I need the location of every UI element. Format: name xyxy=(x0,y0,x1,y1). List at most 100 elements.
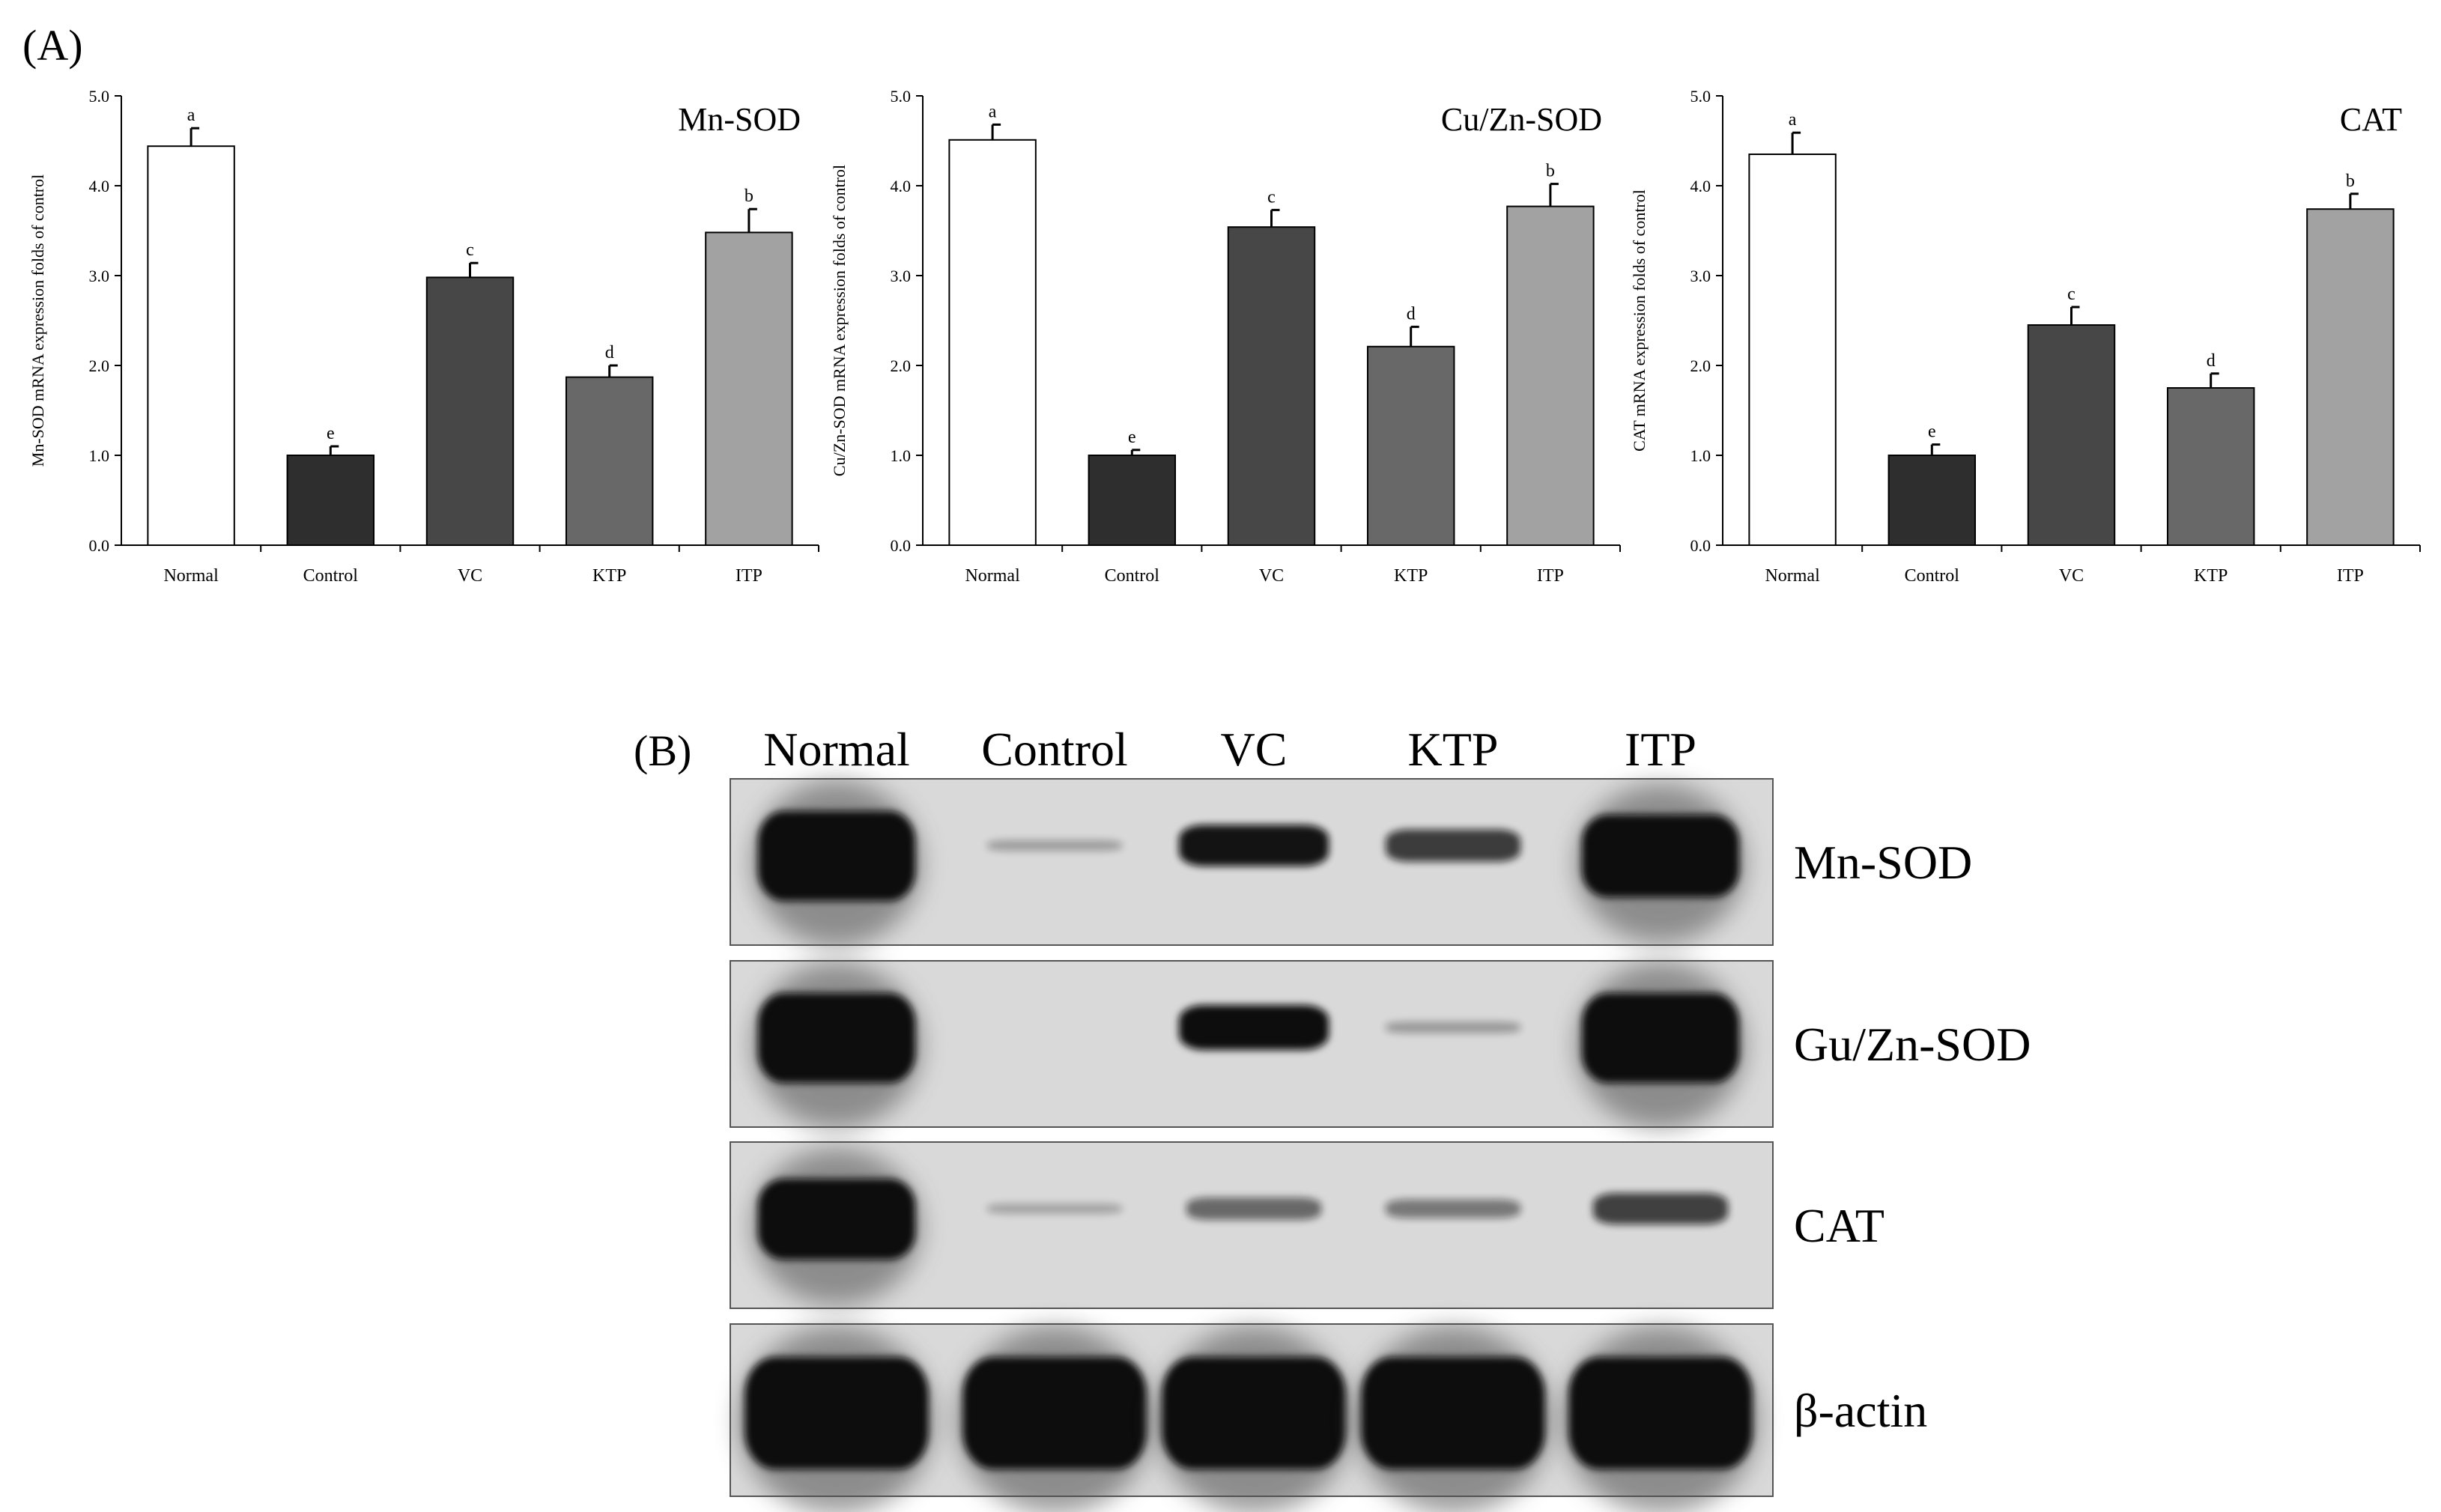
chart-1: Mn-SOD Mn-SOD mRNA expression folds of co… xyxy=(28,87,819,586)
significance-label: b xyxy=(1546,162,1555,181)
bar xyxy=(948,139,1037,547)
protein-label: β-actin xyxy=(1794,1384,1927,1437)
chart-title: Cu/Zn-SOD xyxy=(1441,101,1602,138)
bar xyxy=(425,276,515,546)
band xyxy=(745,1357,929,1469)
y-tick-label: 5.0 xyxy=(1690,87,1711,106)
bar xyxy=(147,145,235,546)
y-tick-label: 3.0 xyxy=(891,267,912,285)
y-tick-label: 2.0 xyxy=(891,356,912,375)
category-label: ITP xyxy=(2337,566,2364,586)
category-label: KTP xyxy=(1394,566,1428,586)
protein-label: Mn-SOD xyxy=(1794,836,1972,889)
band xyxy=(1386,829,1520,862)
bar-charts: Mn-SOD Mn-SOD mRNA expression folds of co… xyxy=(28,87,2421,586)
bar xyxy=(705,231,793,546)
blot-panel xyxy=(730,1323,1774,1512)
significance-label: b xyxy=(2346,171,2355,191)
band xyxy=(1186,1197,1321,1220)
significance-label: a xyxy=(1789,110,1797,130)
band xyxy=(962,1357,1147,1469)
category-label: Control xyxy=(1905,566,1960,586)
bar xyxy=(1887,455,1977,546)
lane-label: KTP xyxy=(1408,723,1499,776)
lane-label: Control xyxy=(981,723,1128,776)
western-blot: Normal Control VC KTP ITP Mn-SOD Gu/Zn-SOD CAT β… xyxy=(730,723,2031,1512)
y-tick-label: 5.0 xyxy=(89,87,110,106)
band xyxy=(758,993,915,1083)
category-label: VC xyxy=(2059,566,2084,586)
band xyxy=(1179,1005,1329,1050)
panel-a-label: (A) xyxy=(22,21,83,70)
y-tick-label: 4.0 xyxy=(89,177,110,195)
significance-label: e xyxy=(1128,428,1136,447)
lane-label: Normal xyxy=(763,723,910,776)
y-axis-label: Cu/Zn-SOD mRNA expression folds of contr… xyxy=(830,165,849,476)
y-tick-label: 3.0 xyxy=(89,267,110,285)
significance-label: d xyxy=(2207,351,2216,371)
band xyxy=(1179,825,1329,866)
y-axis-label: Mn-SOD mRNA expression folds of control xyxy=(28,174,47,467)
lane-label: VC xyxy=(1221,723,1288,776)
significance-label: c xyxy=(466,240,474,260)
significance-label: a xyxy=(989,102,997,121)
category-label: Normal xyxy=(163,566,219,586)
band xyxy=(758,811,915,901)
category-label: VC xyxy=(1259,566,1284,586)
protein-label: Gu/Zn-SOD xyxy=(1794,1018,2031,1071)
y-tick-label: 1.0 xyxy=(1690,446,1711,465)
y-tick-label: 1.0 xyxy=(89,446,110,465)
chart-title: CAT xyxy=(2340,101,2402,138)
bar xyxy=(1088,455,1177,546)
category-label: VC xyxy=(458,566,482,586)
y-tick-label: 5.0 xyxy=(891,87,912,106)
chart-2: Cu/Zn-SOD Cu/Zn-SOD mRNA expression folds… xyxy=(830,87,1621,586)
band xyxy=(1361,1357,1545,1469)
band xyxy=(1162,1357,1346,1469)
category-label: Normal xyxy=(965,566,1020,586)
band xyxy=(1386,1021,1520,1033)
band xyxy=(1568,1357,1753,1469)
band xyxy=(1582,993,1739,1083)
y-tick-label: 3.0 xyxy=(1690,267,1711,285)
chart-3: CAT CAT mRNA expression folds of control 0… xyxy=(1630,87,2421,586)
bar xyxy=(2166,387,2255,546)
y-tick-label: 1.0 xyxy=(891,446,912,465)
y-tick-label: 2.0 xyxy=(1690,356,1711,375)
band xyxy=(758,1179,915,1260)
blot-panel xyxy=(730,960,1774,1128)
y-tick-label: 2.0 xyxy=(89,356,110,375)
band xyxy=(987,1203,1122,1214)
category-label: ITP xyxy=(1537,566,1564,586)
significance-label: a xyxy=(187,106,195,125)
significance-label: b xyxy=(745,186,753,206)
blot-panel xyxy=(730,778,1774,946)
panel-b-label: (B) xyxy=(634,726,691,775)
significance-label: d xyxy=(1407,304,1416,324)
band xyxy=(987,840,1122,851)
category-label: Normal xyxy=(1765,566,1820,586)
category-label: Control xyxy=(303,566,359,586)
category-label: KTP xyxy=(592,566,626,586)
band xyxy=(1386,1199,1520,1218)
y-tick-label: 4.0 xyxy=(1690,177,1711,195)
bar xyxy=(1748,154,1837,546)
band xyxy=(1593,1193,1728,1224)
bar xyxy=(1366,345,1455,546)
significance-label: e xyxy=(327,424,335,443)
y-tick-label: 0.0 xyxy=(891,536,912,555)
category-label: ITP xyxy=(736,566,762,586)
protein-label: CAT xyxy=(1794,1199,1884,1252)
significance-label: c xyxy=(1267,187,1276,207)
band xyxy=(1582,814,1739,898)
bar xyxy=(1227,226,1316,546)
significance-label: e xyxy=(1928,422,1936,442)
blot-panel xyxy=(730,1141,1774,1309)
significance-label: d xyxy=(605,343,614,362)
bar xyxy=(2306,208,2395,546)
category-label: Control xyxy=(1105,566,1160,586)
category-label: KTP xyxy=(2194,566,2228,586)
y-tick-label: 0.0 xyxy=(1690,536,1711,555)
significance-label: c xyxy=(2067,285,2075,304)
